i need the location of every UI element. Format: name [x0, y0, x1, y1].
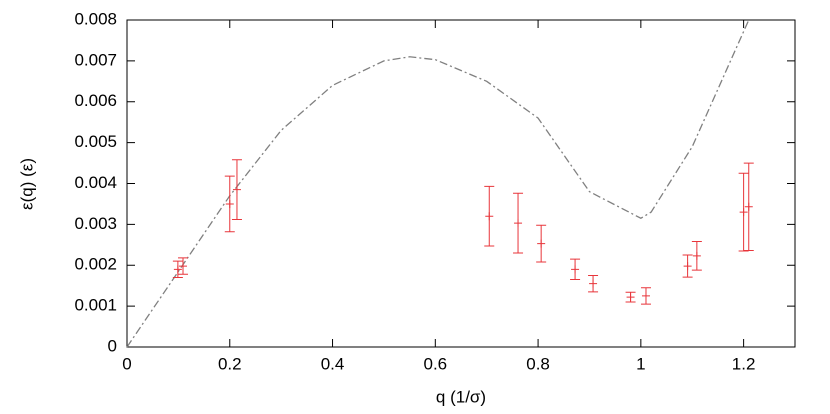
x-tick-label: 0.6 — [423, 354, 447, 373]
data-point — [692, 251, 701, 260]
x-tick-label: 0.2 — [218, 354, 242, 373]
y-tick-label: 0.003 — [74, 214, 117, 233]
y-tick-label: 0.006 — [74, 91, 117, 110]
plot-frame — [126, 19, 796, 348]
x-tick-label: 0 — [122, 354, 131, 373]
y-tick-label: 0.001 — [74, 296, 117, 315]
data-point — [744, 202, 753, 211]
curve — [126, 19, 750, 348]
data-point — [683, 262, 692, 271]
y-tick-label: 0.004 — [74, 173, 117, 192]
data-point — [514, 219, 523, 228]
data-point — [537, 239, 546, 248]
data-point — [225, 199, 234, 208]
data-point — [571, 265, 580, 274]
x-tick-label: 1 — [636, 354, 645, 373]
data-point — [589, 279, 598, 288]
x-tick-label: 0.8 — [526, 354, 550, 373]
y-tick-label: 0 — [108, 336, 117, 355]
x-axis-label: q (1/σ) — [436, 387, 486, 406]
x-tick-label: 1.2 — [732, 354, 756, 373]
y-tick-label: 0.005 — [74, 132, 117, 151]
y-tick-label: 0.008 — [74, 9, 117, 28]
data-point — [641, 291, 650, 300]
data-point — [232, 185, 241, 194]
y-axis-label: ε(q) (ε) — [17, 158, 36, 210]
data-point — [179, 262, 188, 271]
y-tick-label: 0.002 — [74, 255, 117, 274]
y-tick-label: 0.007 — [74, 50, 117, 69]
data-point — [626, 293, 635, 302]
data-point — [173, 265, 182, 274]
data-point — [485, 212, 494, 221]
data-point — [739, 208, 748, 217]
x-tick-label: 0.4 — [321, 354, 345, 373]
